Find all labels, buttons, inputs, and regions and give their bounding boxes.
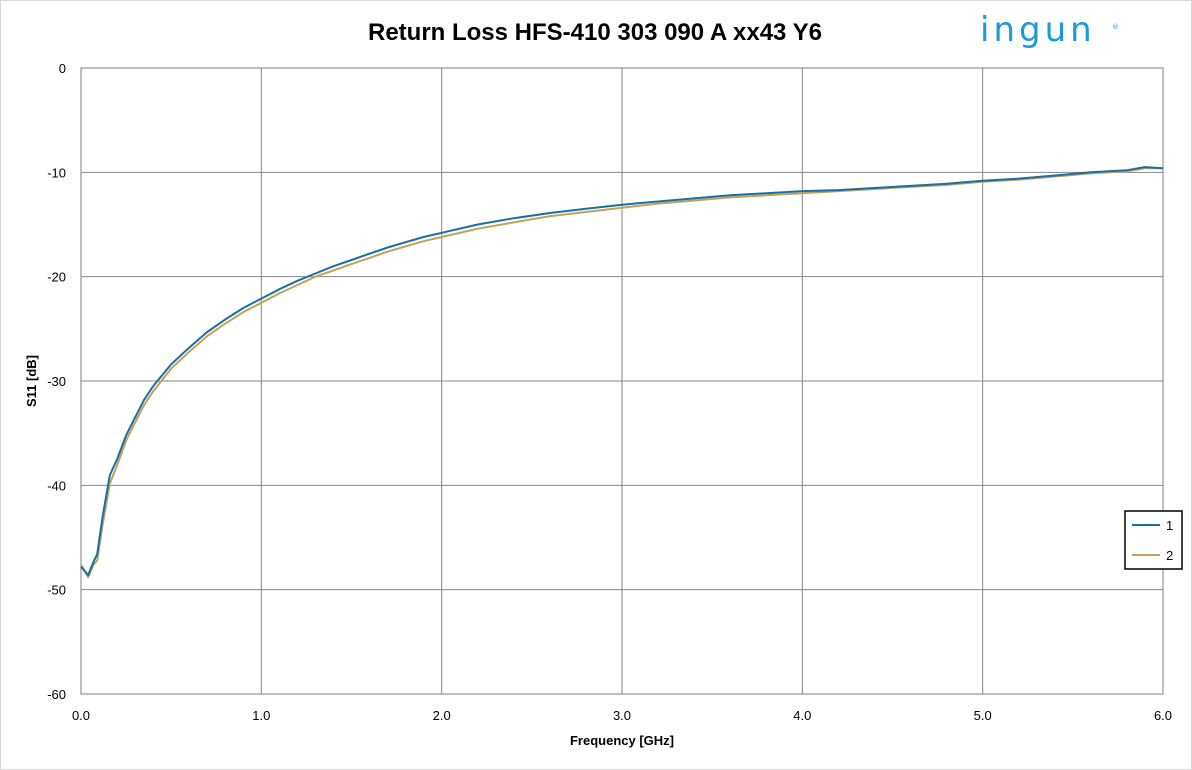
series-lines [80,166,1164,579]
x-tick-label: 2.0 [433,708,451,723]
legend: 12 [1124,510,1183,570]
y-tick-label: -60 [47,687,66,702]
chart-title: Return Loss HFS-410 303 090 A xx43 Y6 [368,19,822,46]
series-line-1 [80,166,1164,577]
y-tick-label: -30 [47,374,66,389]
y-tick-label: -10 [47,165,66,180]
x-tick-label: 5.0 [974,708,992,723]
logo-registered-mark: ® [1112,23,1119,31]
y-axis-label: S11 [dB] [24,355,39,407]
series-line-2 [80,167,1163,579]
x-axis-label: Frequency [GHz] [570,733,674,748]
x-tick-label: 1.0 [252,708,270,723]
legend-label-1: 1 [1166,518,1173,533]
y-tick-label: -40 [47,478,66,493]
ingun-logo: ingun ® [980,10,1119,50]
y-tick-labels: 0 -10 -20 -30 -40 -50 -60 [47,61,66,702]
x-tick-label: 6.0 [1154,708,1172,723]
y-tick-label: -50 [47,583,66,598]
y-tick-label: 0 [59,61,66,76]
y-tick-label: -20 [47,270,66,285]
x-tick-label: 0.0 [72,708,90,723]
legend-label-2: 2 [1166,548,1173,563]
legend-box [1124,510,1183,570]
x-tick-label: 4.0 [793,708,811,723]
logo-text: ingun [980,10,1096,50]
gridlines [81,68,1163,694]
x-tick-label: 3.0 [613,708,631,723]
x-tick-labels: 0.0 1.0 2.0 3.0 4.0 5.0 6.0 [72,708,1172,723]
